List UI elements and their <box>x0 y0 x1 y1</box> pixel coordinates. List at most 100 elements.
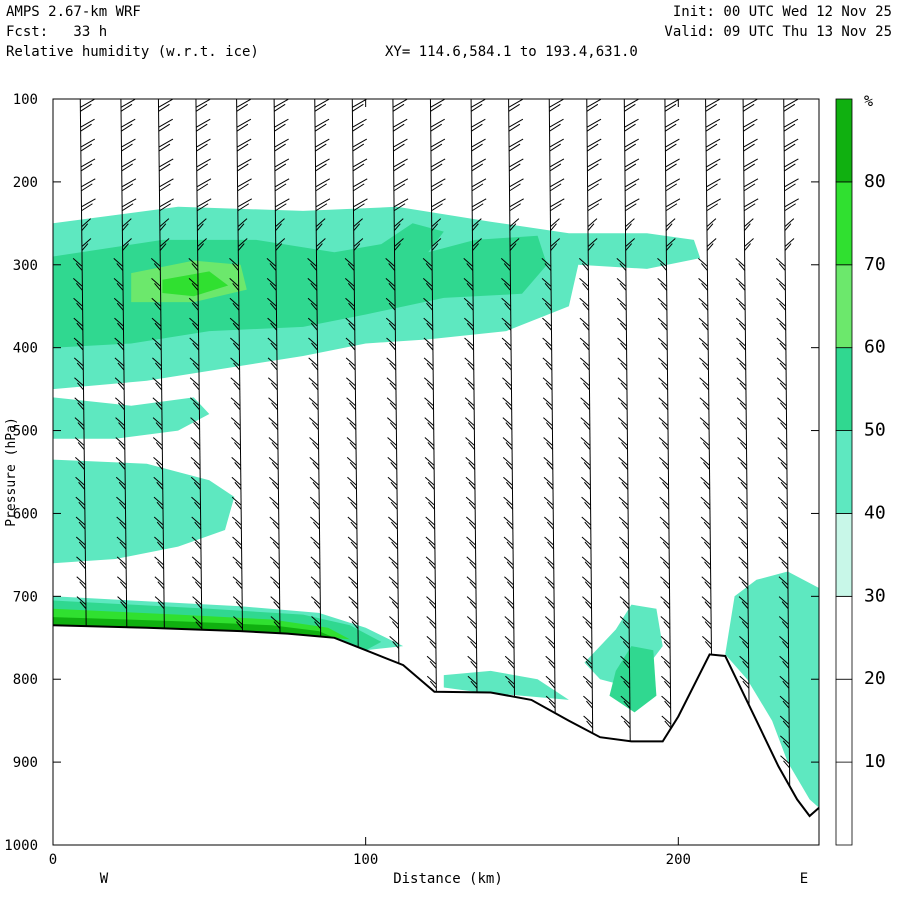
wind-barb <box>426 322 434 331</box>
wind-barb <box>509 218 520 228</box>
wind-barb <box>427 442 435 450</box>
wind-barb <box>619 596 630 605</box>
wind-barb <box>155 382 163 391</box>
wind-barb <box>504 283 511 291</box>
wind-barb <box>388 516 398 526</box>
wind-barb <box>660 655 671 665</box>
wind-barb <box>623 700 631 709</box>
wind-barb <box>780 755 790 765</box>
wind-barb <box>706 183 718 192</box>
wind-barb <box>116 302 124 311</box>
wind-barb <box>159 243 167 251</box>
wind-barb <box>347 496 357 506</box>
wind-barb <box>75 456 85 466</box>
wind-barb <box>782 680 790 689</box>
wind-barb <box>427 422 435 430</box>
wind-barb <box>344 277 355 287</box>
wind-barb <box>779 362 787 371</box>
wind-barb <box>618 456 628 466</box>
wind-barb <box>549 99 564 108</box>
wind-barb <box>703 481 711 490</box>
y-tick-label: 800 <box>13 672 38 688</box>
wind-barb <box>390 481 398 490</box>
wind-barb <box>548 641 555 649</box>
wind-barb <box>738 302 746 311</box>
wind-barb <box>585 601 592 609</box>
wind-barb <box>783 118 799 128</box>
wind-barb <box>703 462 710 470</box>
wind-barb <box>509 163 521 172</box>
wind-barb <box>232 263 239 271</box>
wind-barb <box>550 198 565 208</box>
wind-barb <box>154 283 161 291</box>
wind-barb <box>619 636 630 645</box>
wind-barb <box>189 337 200 347</box>
wind-barb <box>778 536 788 546</box>
wind-barb <box>237 198 253 208</box>
wind-barb <box>776 277 786 287</box>
wind-barb <box>584 521 592 530</box>
wind-barb <box>268 456 279 466</box>
wind-barb <box>79 581 87 590</box>
wind-barb <box>546 521 554 530</box>
wind-barb <box>426 636 437 645</box>
wind-barb <box>618 476 629 486</box>
rh-region <box>53 397 210 439</box>
wind-barb <box>466 556 477 566</box>
wind-barb-column <box>463 99 487 701</box>
wind-barb <box>579 297 590 307</box>
wind-barb <box>387 437 397 446</box>
wind-barb <box>77 422 85 430</box>
wind-barb <box>268 417 279 426</box>
wind-barb <box>622 561 629 570</box>
wind-barb <box>549 183 562 192</box>
wind-barb <box>541 258 552 267</box>
colorbar-label: 40 <box>864 502 886 523</box>
wind-barb <box>156 481 164 490</box>
wind-barb <box>739 636 749 645</box>
wind-barb <box>702 422 710 430</box>
wind-barb <box>582 636 593 645</box>
wind-barb <box>743 123 755 132</box>
wind-barb <box>352 158 368 168</box>
wind-barb <box>159 183 171 192</box>
wind-barb <box>471 118 486 128</box>
wind-barb <box>309 476 320 486</box>
wind-barb <box>121 223 129 231</box>
wind-barb <box>154 576 165 586</box>
x-axis-label: Distance (km) <box>393 871 503 887</box>
wind-barb <box>783 138 799 148</box>
wind-barb <box>232 596 243 605</box>
wind-barb <box>122 243 129 251</box>
wind-barb <box>660 342 668 351</box>
wind-barb <box>236 138 252 148</box>
wind-barb <box>468 442 475 450</box>
wind-barb <box>503 536 514 546</box>
wind-barb <box>471 198 487 208</box>
wind-barb <box>391 581 399 590</box>
wind-barb <box>741 621 749 629</box>
wind-barb <box>352 138 368 148</box>
wind-barb <box>232 576 243 586</box>
wind-barb <box>705 143 718 152</box>
wind-barb <box>426 302 433 311</box>
axes: 100 200 300 400 500 600 700 800 900 1000 0 100 200 <box>4 92 819 868</box>
wind-barb <box>587 198 603 208</box>
wind-barb <box>274 123 286 132</box>
wind-barb <box>159 238 170 247</box>
wind-barb <box>706 238 717 247</box>
wind-barb <box>76 576 87 586</box>
wind-barb <box>191 496 201 506</box>
wind-barb <box>194 501 201 510</box>
wind-barbs-layer <box>72 99 799 792</box>
wind-barb <box>269 516 280 526</box>
wind-barb <box>620 422 628 430</box>
wind-barb <box>117 576 127 586</box>
wind-barb <box>120 118 136 128</box>
wind-barb <box>581 556 592 566</box>
wind-barb <box>273 103 286 112</box>
wind-barb <box>315 198 331 208</box>
wind-barb <box>619 302 627 311</box>
wind-barb <box>154 302 162 311</box>
wind-barb <box>662 481 669 490</box>
